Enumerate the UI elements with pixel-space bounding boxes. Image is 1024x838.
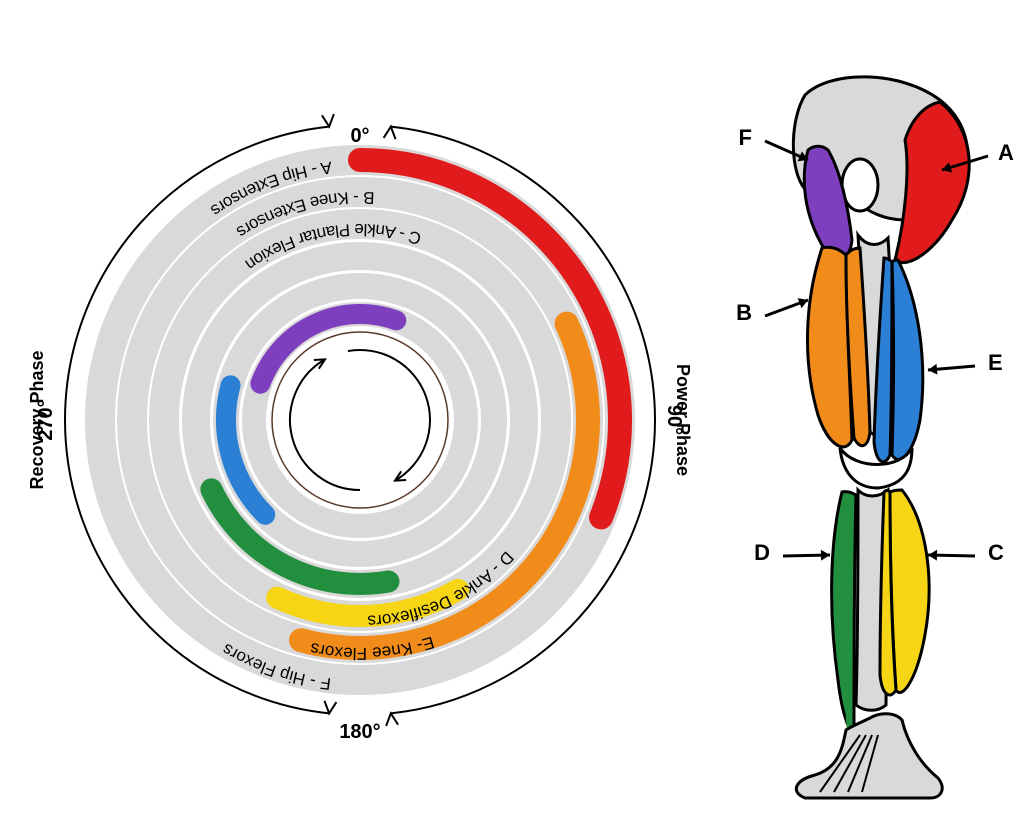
pointer-head-D — [821, 550, 830, 561]
pointer-label-C: C — [988, 540, 1004, 565]
outer-arrowhead — [322, 114, 334, 127]
pointer-label-A: A — [998, 140, 1014, 165]
pointer-label-F: F — [739, 125, 752, 150]
degree-label-top: 0° — [350, 125, 369, 147]
phase-label-recovery: Recovery Phase — [27, 350, 47, 489]
leg-muscle-diagram: A B C D E F — [736, 77, 1014, 798]
muscle-E-hamstrings — [892, 260, 923, 460]
pointer-label-B: B — [736, 300, 752, 325]
pointer-head-C — [928, 550, 937, 561]
pointer-label-E: E — [988, 350, 1003, 375]
outer-arrowhead — [324, 701, 336, 714]
muscle-C-calf — [890, 490, 929, 693]
phase-label-power: Power Phase — [673, 364, 693, 476]
rotation-arrow-1 — [348, 350, 430, 481]
rotation-arrow-2 — [290, 359, 360, 490]
pointer-label-D: D — [754, 540, 770, 565]
pointer-head-E — [928, 364, 937, 375]
inner-circle — [272, 332, 448, 508]
degree-label-bottom: 180° — [339, 721, 380, 743]
pedal-cycle-diagram: 0°180°90°270°Power PhaseRecovery PhaseA … — [27, 114, 693, 743]
outer-arrowhead — [384, 127, 396, 140]
foot — [796, 714, 942, 798]
outer-arrowhead — [386, 713, 398, 726]
muscle-D-dorsiflexors — [832, 492, 856, 731]
